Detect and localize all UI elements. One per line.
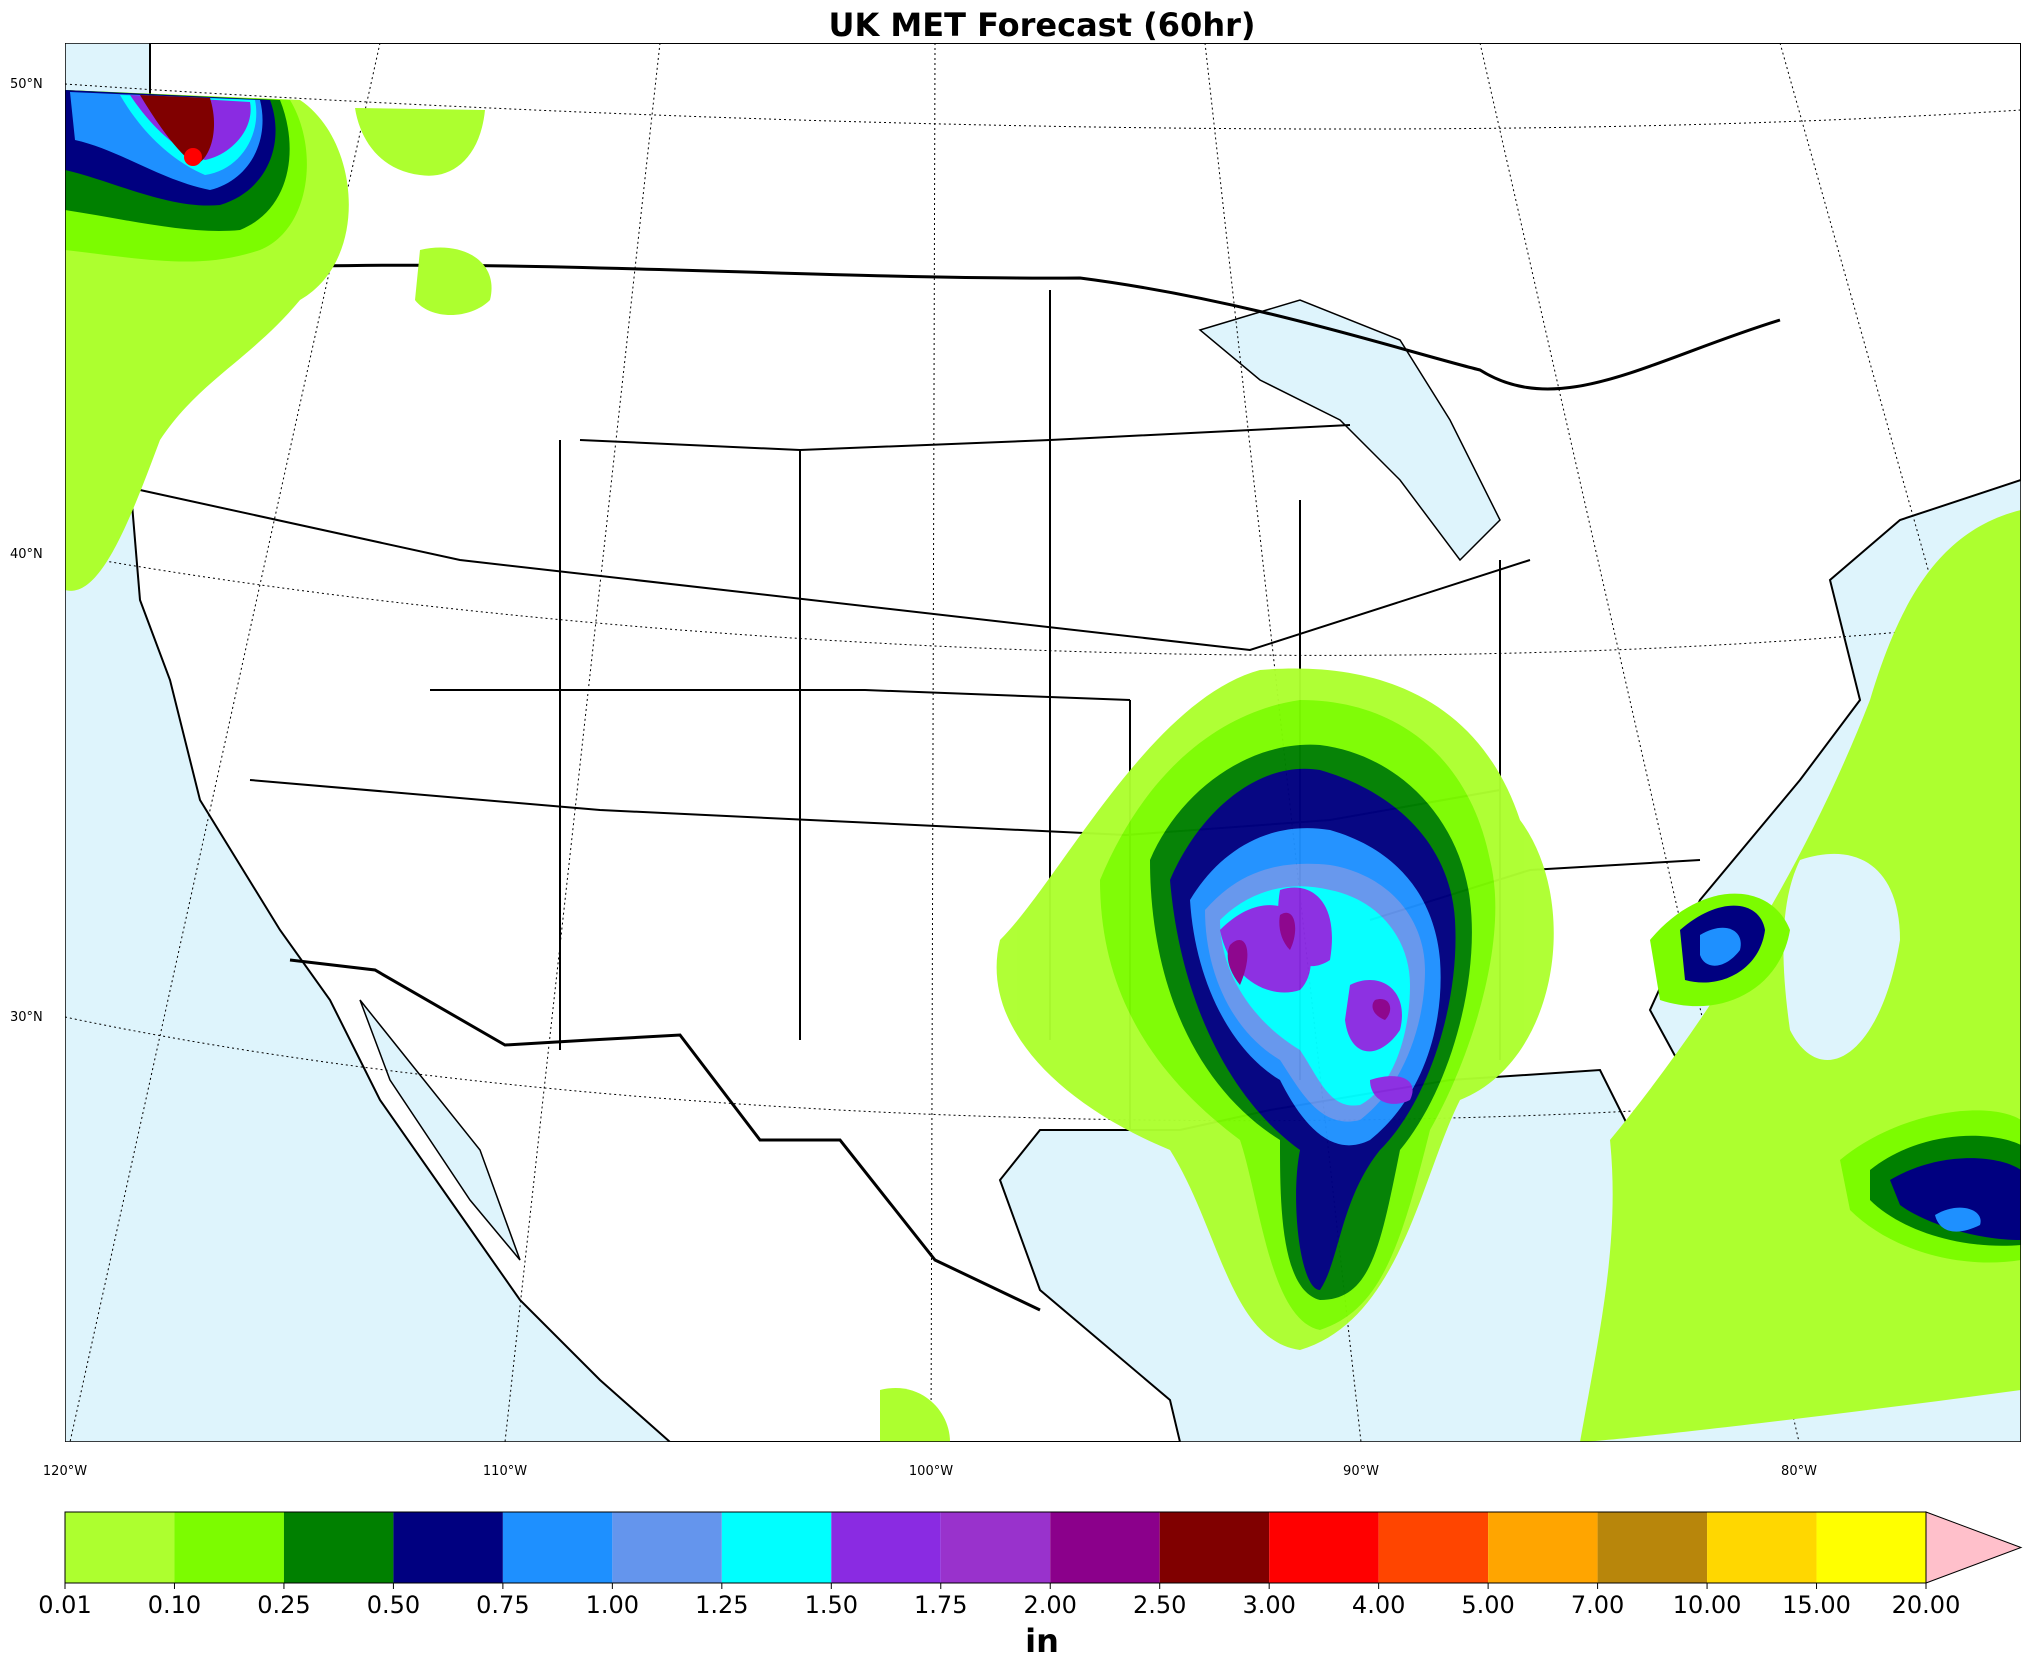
colorbar-box [283, 1512, 394, 1583]
precip-northwest [65, 90, 950, 1442]
lat-labels: 50°N 40°N 30°N [10, 77, 43, 1025]
gulf-of-california [359, 999, 521, 1261]
lat-label: 40°N [10, 547, 43, 562]
lon-label: 100°W [909, 1464, 953, 1479]
colorbar-tick-label: 3.00 [1242, 1591, 1295, 1619]
colorbar-box [1378, 1512, 1489, 1583]
colorbar-box [1050, 1512, 1160, 1583]
colorbar-box [1816, 1512, 1926, 1583]
colorbar-tick-label: 1.00 [586, 1591, 639, 1619]
colorbar-unit: in [1025, 1622, 1059, 1660]
colorbar-tick-label: 2.00 [1024, 1591, 1077, 1619]
colorbar-tick-label: 4.00 [1352, 1591, 1405, 1619]
colorbar-box [1707, 1512, 1817, 1583]
colorbar-tick-label: 0.50 [367, 1591, 420, 1619]
colorbar-tick-label: 7.00 [1571, 1591, 1624, 1619]
colorbar-tick-label: 1.25 [695, 1591, 748, 1619]
lat-label: 30°N [10, 1010, 43, 1025]
lon-label: 90°W [1343, 1464, 1379, 1479]
lon-label: 120°W [43, 1464, 87, 1479]
colorbar-tick-label: 0.01 [38, 1591, 91, 1619]
colorbar-frame [64, 1511, 1927, 1584]
colorbar-tick-label: 20.00 [1892, 1591, 1961, 1619]
lon-label: 80°W [1781, 1464, 1817, 1479]
colorbar-box [612, 1512, 722, 1583]
colorbar-box [1269, 1512, 1379, 1583]
colorbar-box [65, 1512, 175, 1583]
colorbar-box [393, 1512, 503, 1583]
colorbar-box [1159, 1512, 1270, 1583]
colorbar-box [502, 1512, 613, 1583]
title: UK MET Forecast (60hr) [828, 6, 1255, 44]
colorbar-tick-label: 0.10 [148, 1591, 201, 1619]
colorbar-tick-label: 5.00 [1461, 1591, 1514, 1619]
us-canada-border [204, 263, 1781, 391]
colorbar: 0.01 0.10 0.25 0.50 0.75 1.00 1.25 1.50 1.75 2.00… [38, 1511, 2023, 1619]
colorbar-box [174, 1512, 284, 1583]
precip-east [1580, 510, 2021, 1442]
colorbar-tick-label: 2.50 [1133, 1591, 1186, 1619]
colorbar-box [940, 1512, 1051, 1583]
colorbar-box [831, 1512, 941, 1583]
colorbar-box [1597, 1512, 1708, 1583]
colorbar-tick-label: 15.00 [1782, 1591, 1851, 1619]
map [65, 43, 2021, 1442]
great-lakes [1198, 299, 1501, 562]
colorbar-box [1488, 1512, 1598, 1583]
colorbar-tick-label: 1.75 [914, 1591, 967, 1619]
colorbar-tick-label: 0.25 [257, 1591, 310, 1619]
lon-label: 110°W [483, 1464, 527, 1479]
colorbar-extend [1925, 1511, 2023, 1584]
us-mexico-border [289, 958, 1041, 1312]
colorbar-box [721, 1512, 832, 1583]
colorbar-tick-label: 1.50 [805, 1591, 858, 1619]
land [128, 43, 2021, 1442]
lat-label: 50°N [10, 77, 43, 92]
lon-labels: 120°W 110°W 100°W 90°W 80°W [43, 1464, 1817, 1479]
colorbar-tick-label: 0.75 [476, 1591, 529, 1619]
colorbar-tick-label: 10.00 [1673, 1591, 1742, 1619]
precip-south [996, 668, 1554, 1350]
